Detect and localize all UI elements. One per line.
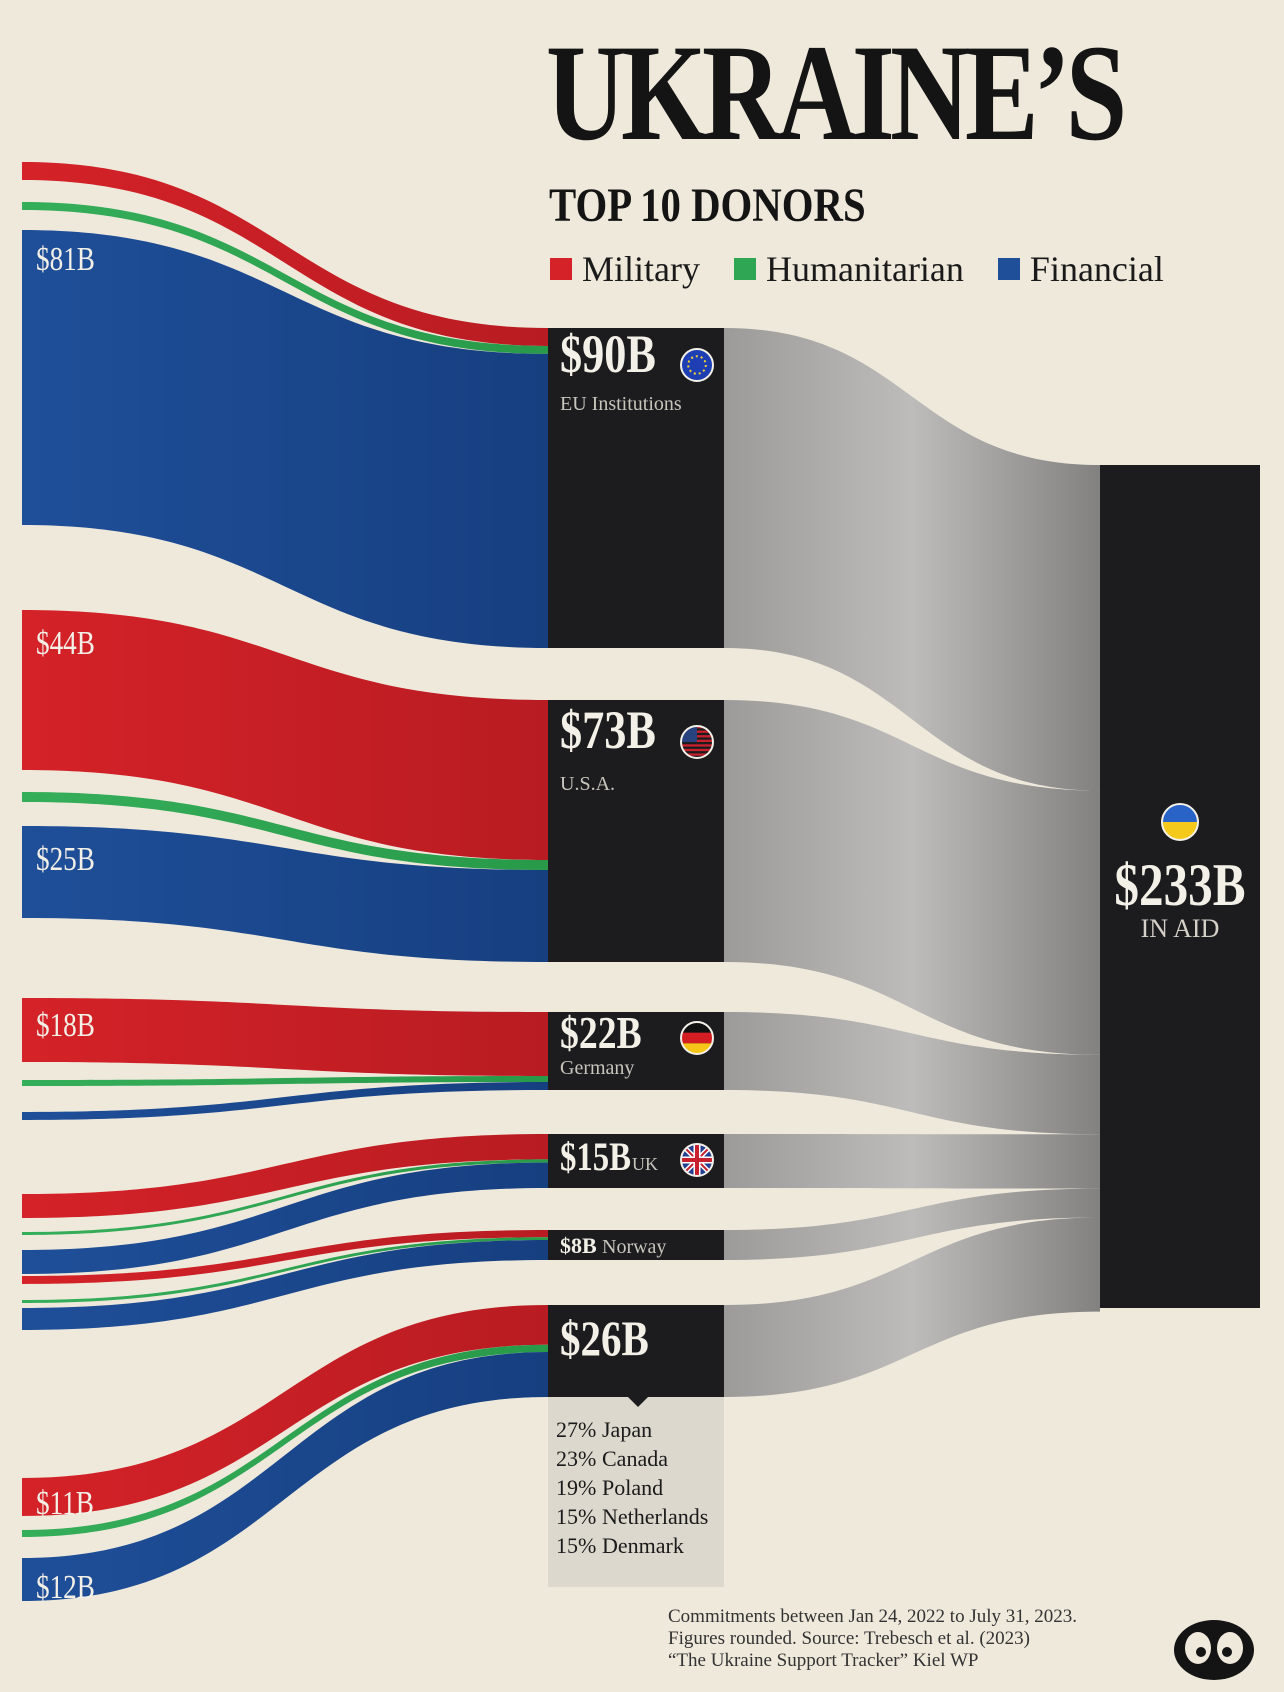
donor-name-label: Norway — [602, 1236, 666, 1258]
ukraine-flag-icon — [1161, 803, 1199, 841]
flow-to-total — [724, 1012, 1100, 1135]
flow-financial — [22, 230, 548, 648]
breakdown-label-military: $44B — [36, 624, 95, 662]
flow-financial — [22, 1240, 548, 1330]
composition-country: Netherlands — [602, 1504, 708, 1529]
us-flag-icon — [680, 725, 714, 759]
flow-to-total — [724, 700, 1100, 1055]
legend-swatch-military — [550, 258, 572, 280]
composition-pct: 27% — [556, 1417, 596, 1442]
breakdown-label-military: $11B — [36, 1484, 94, 1522]
composition-country: Poland — [602, 1475, 663, 1500]
composition-pct: 15% — [556, 1504, 596, 1529]
flow-to-total — [724, 1188, 1100, 1260]
donor-total-label: $73B — [560, 700, 656, 760]
legend-item-military: Military — [550, 248, 700, 290]
donor-total-label: $22B — [560, 1009, 642, 1059]
flow-financial — [22, 1162, 548, 1274]
flow-humanitarian — [22, 1344, 548, 1537]
total-value-label: $233B — [1114, 851, 1245, 918]
composition-pct: 15% — [556, 1533, 596, 1558]
flow-financial — [22, 1352, 548, 1601]
composition-pct: 23% — [556, 1446, 596, 1471]
legend-swatch-humanitarian — [733, 258, 756, 280]
breakdown-label-financial: $81B — [36, 240, 95, 278]
legend: Military Humanitarian Financial — [550, 248, 1164, 290]
donor-total-label: $90B — [560, 324, 656, 384]
donor-node — [548, 700, 724, 962]
donor-name-label: Germany — [560, 1057, 634, 1079]
flow-military — [22, 162, 548, 346]
flow-humanitarian — [22, 1237, 548, 1303]
footnote-line: Figures rounded. Source: Trebesch et al.… — [668, 1628, 1030, 1649]
flow-humanitarian — [22, 1076, 548, 1086]
legend-label-financial: Financial — [1029, 249, 1164, 289]
legend-label-military: Military — [582, 249, 700, 289]
flow-financial — [22, 1082, 548, 1120]
donor-total-label: $15B — [560, 1134, 631, 1179]
uk-flag-icon — [680, 1143, 714, 1177]
flow-military — [22, 610, 548, 860]
flow-to-total — [724, 1217, 1100, 1397]
breakdown-label-military: $18B — [36, 1006, 95, 1044]
donor-name-label: U.S.A. — [560, 773, 615, 795]
footnote: Commitments between Jan 24, 2022 to July… — [668, 1606, 1188, 1672]
donor-total-label: $26B — [560, 1310, 649, 1366]
flow-humanitarian — [22, 1159, 548, 1235]
flow-military — [22, 1134, 548, 1218]
eu-flag-icon — [680, 348, 714, 382]
donor-node — [548, 1305, 724, 1397]
legend-item-humanitarian: Humanitarian — [733, 248, 964, 290]
footnote-line: “The Ukraine Support Tracker” Kiel WP — [668, 1650, 979, 1671]
composition-pct: 19% — [556, 1475, 596, 1500]
composition-country: Denmark — [602, 1533, 684, 1558]
donor-name-label: EU Institutions — [560, 393, 682, 415]
legend-item-financial: Financial — [997, 248, 1164, 290]
flow-military — [22, 1230, 548, 1284]
footnote-line: Commitments between Jan 24, 2022 to July… — [668, 1606, 1078, 1627]
germany-flag-icon — [680, 1021, 714, 1055]
flow-humanitarian — [22, 792, 548, 870]
total-node — [1100, 465, 1260, 1308]
donor-name-label: UK — [632, 1154, 658, 1174]
breakdown-label-financial: $25B — [36, 840, 95, 878]
visual-capitalist-logo-icon — [1174, 1620, 1254, 1680]
composition-country: Japan — [602, 1417, 652, 1442]
flow-to-total — [724, 328, 1100, 791]
others-composition-box — [548, 1397, 724, 1587]
composition-country: Canada — [602, 1446, 668, 1471]
flow-military — [22, 998, 548, 1076]
breakdown-label-financial: $12B — [36, 1568, 95, 1606]
legend-label-humanitarian: Humanitarian — [765, 249, 964, 289]
donor-total-label: $8B — [560, 1233, 597, 1258]
legend-swatch-financial — [997, 258, 1020, 280]
flow-financial — [22, 826, 548, 962]
flow-humanitarian — [22, 202, 548, 354]
total-sublabel: IN AID — [1141, 914, 1220, 943]
flow-to-total — [724, 1134, 1100, 1189]
chart-subtitle: TOP 10 DONORS — [549, 179, 866, 232]
chart-title: UKRAINE’S — [546, 16, 1127, 169]
pointer-icon — [628, 1397, 648, 1407]
flow-military — [22, 1305, 548, 1516]
donor-node — [548, 1230, 724, 1260]
